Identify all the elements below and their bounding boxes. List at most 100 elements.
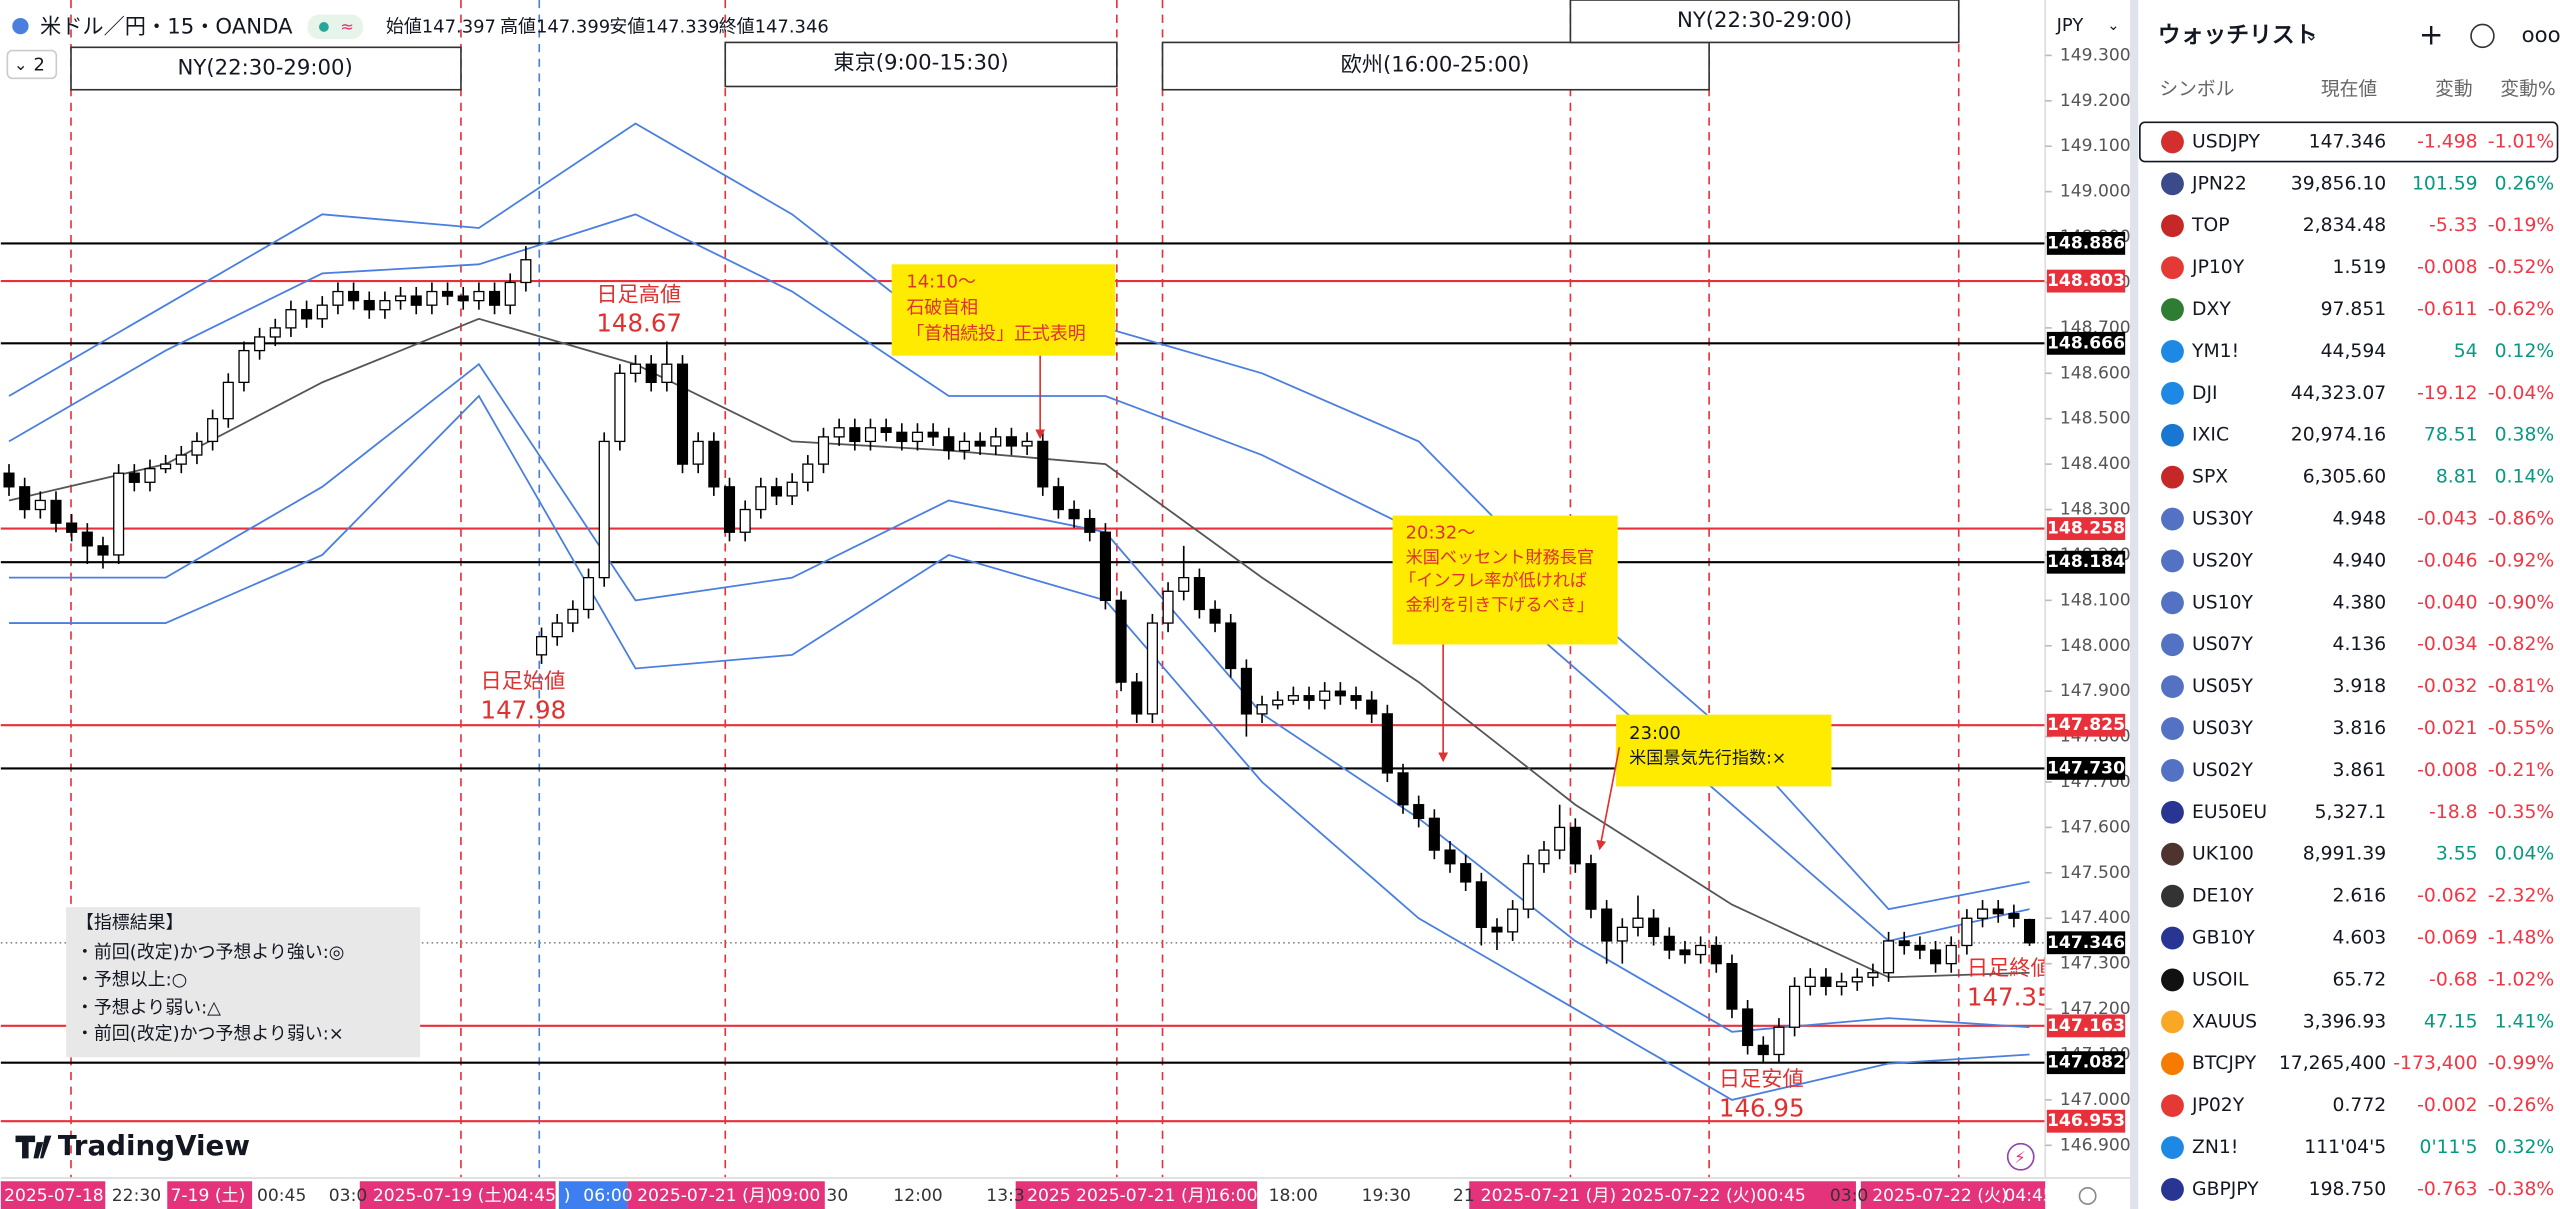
row-symbol[interactable]: GBPJPY xyxy=(2192,1179,2259,1200)
row-symbol[interactable]: SPX xyxy=(2192,467,2228,488)
candle-body xyxy=(723,486,736,533)
row-symbol[interactable]: US07Y xyxy=(2192,634,2253,655)
row-symbol[interactable]: DJI xyxy=(2192,383,2218,404)
session-label: 東京(9:00-15:30) xyxy=(833,51,1008,76)
candle-body xyxy=(1538,849,1550,865)
row-symbol[interactable]: XAUUS xyxy=(2192,1011,2257,1032)
currency[interactable]: JPY xyxy=(2056,15,2084,36)
row-change-pct: -1.02% xyxy=(2488,969,2554,990)
candle-body xyxy=(1460,863,1472,883)
candle-body xyxy=(1225,622,1237,670)
row-symbol[interactable]: UK100 xyxy=(2192,844,2254,865)
candle-body xyxy=(504,281,516,306)
column-header[interactable]: シンボル xyxy=(2159,78,2234,100)
row-symbol[interactable]: TOP xyxy=(2191,215,2230,236)
row-price: 44,323.07 xyxy=(2291,383,2386,404)
candle-body xyxy=(661,363,673,384)
annotation-line: 「インフレ率が低ければ xyxy=(1399,571,1587,591)
annotation-line: 米国ベッセント財務長官 xyxy=(1406,548,1594,568)
row-symbol[interactable]: USOIL xyxy=(2192,969,2249,990)
legend-title: 【指標結果】 xyxy=(76,912,184,933)
column-header[interactable]: 現在値 xyxy=(2321,78,2377,100)
column-header[interactable]: 変動 xyxy=(2435,78,2473,100)
y-tick-label: 148.000 xyxy=(2060,636,2131,656)
interval-value: 2 xyxy=(33,54,44,75)
candle-body xyxy=(1679,949,1691,956)
symbol-icon xyxy=(2161,591,2184,615)
legend-item: ・前回(改定)かつ予想より弱い:× xyxy=(76,1023,344,1044)
candle-body xyxy=(1569,826,1581,865)
alert-button[interactable] xyxy=(2470,23,2495,49)
row-price: 5,327.1 xyxy=(2315,802,2387,823)
candle-body xyxy=(1240,667,1252,715)
candle-body xyxy=(927,431,939,438)
row-change-pct: -1.48% xyxy=(2488,928,2554,949)
candle-body xyxy=(1789,985,1801,1028)
interval-button[interactable] xyxy=(6,49,58,80)
candle-body xyxy=(1366,699,1378,715)
row-symbol[interactable]: USDJPY xyxy=(2192,131,2260,152)
row-symbol[interactable]: YM1! xyxy=(2191,341,2239,362)
y-tick-label: 147.500 xyxy=(2060,863,2131,883)
row-change-pct: -0.82% xyxy=(2488,634,2554,655)
row-change-pct: -0.81% xyxy=(2488,676,2554,697)
more-button[interactable]: ooo xyxy=(2522,23,2560,48)
candle-body xyxy=(551,622,563,638)
daily-value: 146.95 xyxy=(1719,1093,1805,1122)
row-symbol[interactable]: DE10Y xyxy=(2192,886,2254,907)
candle-body xyxy=(911,431,924,443)
row-symbol[interactable]: EU50EU xyxy=(2192,802,2267,823)
row-symbol[interactable]: JP10Y xyxy=(2191,257,2245,278)
row-price: 198.750 xyxy=(2309,1179,2387,1200)
symbol-icon xyxy=(2161,298,2184,321)
symbol-icon xyxy=(2161,633,2184,657)
row-change-pct: -0.52% xyxy=(2488,257,2554,278)
candle-body xyxy=(1648,917,1660,938)
candle-body xyxy=(1475,881,1487,928)
candle-body xyxy=(457,295,469,302)
row-symbol[interactable]: JPN22 xyxy=(2191,173,2247,194)
candle-body xyxy=(943,436,955,452)
row-symbol[interactable]: JP02Y xyxy=(2191,1095,2245,1116)
candle-body xyxy=(535,636,548,656)
row-price: 0.772 xyxy=(2333,1095,2387,1116)
candle-body xyxy=(833,427,845,438)
row-symbol[interactable]: US10Y xyxy=(2192,592,2253,613)
row-symbol[interactable]: GB10Y xyxy=(2192,928,2255,949)
row-change-pct: -0.86% xyxy=(2488,509,2554,530)
row-symbol[interactable]: US20Y xyxy=(2192,550,2253,571)
time-axis: 2025-07-18 (金)22:30 7-19 (土) 00:45 03:0 2025… xyxy=(0,1142,2131,1209)
candle-body xyxy=(582,576,595,611)
column-header[interactable]: 変動% xyxy=(2500,78,2555,100)
annotation-line: 20:32～ xyxy=(1406,523,1476,544)
axis-labels: 149.300149.200149.100149.000148.900148.8… xyxy=(2045,45,2131,1155)
row-symbol[interactable]: IXIC xyxy=(2192,425,2229,446)
row-change-pct: 0.12% xyxy=(2495,341,2555,362)
candle-body xyxy=(739,508,751,533)
watchlist-title[interactable]: ウォッチリスト xyxy=(2158,22,2318,48)
candle-body xyxy=(1914,944,1926,951)
logo: TradingView xyxy=(15,1129,250,1162)
row-symbol[interactable]: US03Y xyxy=(2192,718,2253,739)
indicator-line xyxy=(8,394,2030,1101)
row-symbol[interactable]: ZN1! xyxy=(2192,1137,2238,1158)
row-symbol[interactable]: US05Y xyxy=(2192,676,2253,697)
candle-body xyxy=(614,372,626,443)
candle-body xyxy=(207,418,219,443)
row-symbol[interactable]: DXY xyxy=(2192,299,2231,320)
candle-body xyxy=(1836,981,1848,988)
y-tick-label: 149.300 xyxy=(2060,45,2131,65)
candle-body xyxy=(410,295,422,306)
row-price: 65.72 xyxy=(2333,969,2387,990)
row-change: -0.008 xyxy=(2417,257,2477,278)
candle-body xyxy=(269,327,281,338)
candle-body xyxy=(849,427,861,443)
x-tick-label: 2025-07-19 (土) xyxy=(373,1186,508,1206)
logo-text: TradingView xyxy=(58,1129,250,1162)
add-button[interactable]: + xyxy=(2419,17,2444,51)
x-tick-label: 2025-07-18 (金) xyxy=(4,1186,139,1206)
row-symbol[interactable]: US30Y xyxy=(2192,509,2253,530)
row-symbol[interactable]: BTCJPY xyxy=(2192,1053,2257,1074)
row-symbol[interactable]: US02Y xyxy=(2192,760,2253,781)
last-price-label: 147.346 xyxy=(2047,933,2125,953)
